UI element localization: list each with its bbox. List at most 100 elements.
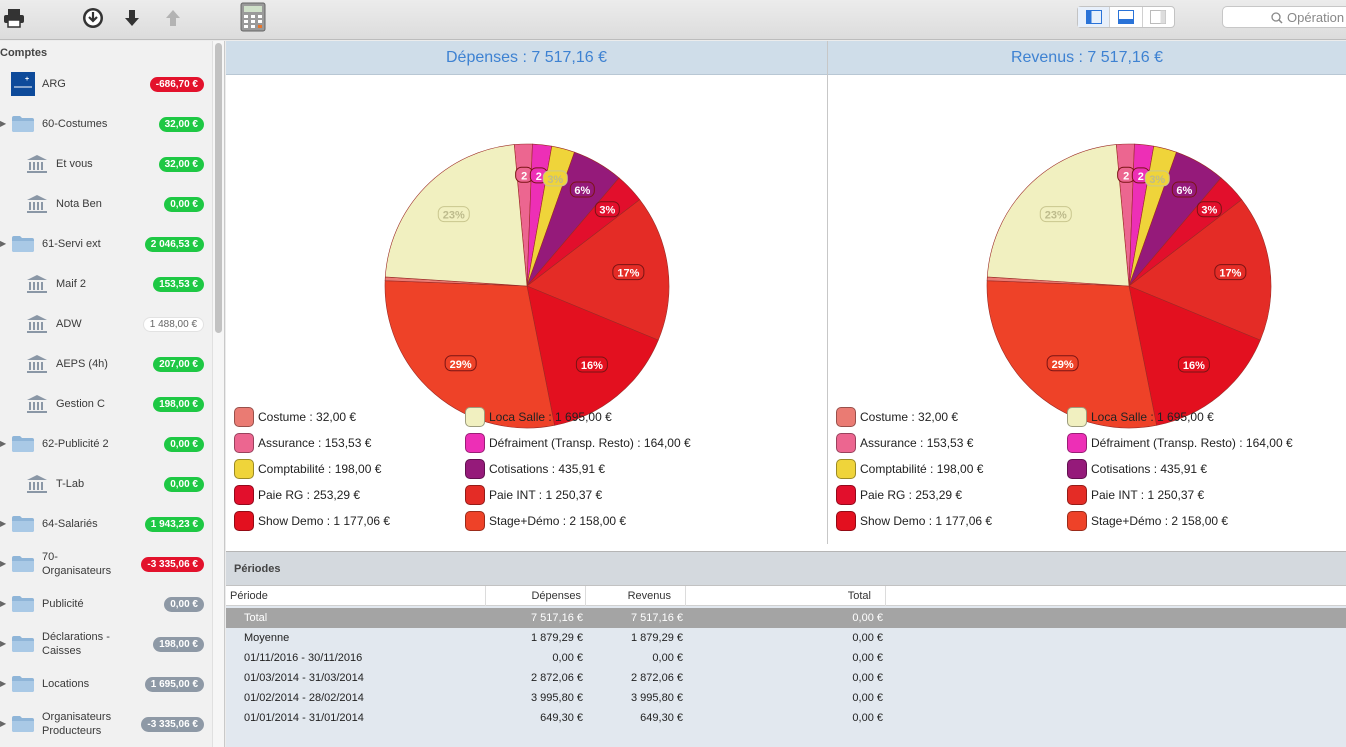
legend-label: Comptabilité : 198,00 € [258,462,382,476]
account-label: ADW [56,318,82,330]
pie-slice[interactable] [986,280,1157,429]
account-row[interactable]: ▶ Publicité 0,00 € [0,584,212,624]
legend-swatch [234,433,254,453]
column-header-periode[interactable]: Période [226,586,486,606]
bank-building-icon [24,392,50,416]
pie-label-bubble [1171,181,1197,198]
pie-label-bubble [437,206,470,223]
bank-building-icon [24,312,50,336]
search-input[interactable]: Opération [1222,6,1346,28]
legend-item[interactable]: Comptabilité : 198,00 € [234,459,381,479]
column-header-total[interactable]: Total [686,586,886,606]
scrollbar-thumb[interactable] [215,43,222,333]
arrow-down-icon[interactable] [122,6,142,30]
legend-item[interactable]: Paie INT : 1 250,37 € [465,485,602,505]
account-balance-badge: -3 335,06 € [141,557,204,572]
account-label: Locations [42,678,90,690]
disclosure-triangle-icon[interactable]: ▶ [0,599,7,608]
pie-slice[interactable] [1128,199,1272,341]
column-header-revenus[interactable]: Revenus [586,586,686,606]
table-row[interactable]: 01/11/2016 - 30/11/2016 0,00 € 0,00 € 0,00 … [226,648,1346,668]
account-row[interactable]: ▶ 60-Costumes 32,00 € [0,104,212,144]
legend-item[interactable]: Costume : 32,00 € [836,407,958,427]
pie-slice[interactable] [526,199,670,341]
pie-slice[interactable] [1128,285,1261,426]
account-row[interactable]: ▶ 61-Servi ext 2 046,53 € [0,224,212,264]
pie-label-bubble [542,170,568,187]
column-header-depenses[interactable]: Dépenses [486,586,586,606]
legend-swatch [465,459,485,479]
account-row[interactable]: T-Lab 0,00 € [0,464,212,504]
sidebar-scrollbar[interactable] [212,41,225,747]
inspector-view-icon[interactable] [1143,7,1174,27]
legend-item[interactable]: Stage+Démo : 2 158,00 € [1067,511,1228,531]
disclosure-triangle-icon[interactable]: ▶ [0,239,7,248]
account-balance-badge: 32,00 € [158,157,204,172]
legend-item[interactable]: Show Demo : 1 177,06 € [836,511,992,531]
disclosure-triangle-icon[interactable]: ▶ [0,639,7,648]
legend-item[interactable]: Paie INT : 1 250,37 € [1067,485,1204,505]
sidebar-view-icon[interactable] [1078,7,1111,27]
arrow-up-icon[interactable] [163,6,183,30]
legend-label: Loca Salle : 1 695,00 € [489,410,612,424]
table-row[interactable]: Moyenne 1 879,29 € 1 879,29 € 0,00 € [226,628,1346,648]
legend-swatch [465,407,485,427]
disclosure-triangle-icon[interactable]: ▶ [0,519,7,528]
legend-item[interactable]: Loca Salle : 1 695,00 € [465,407,612,427]
pie-percent-label: 23% [443,210,465,222]
legend-item[interactable]: Défraiment (Transp. Resto) : 164,00 € [465,433,691,453]
legend-item[interactable]: Paie RG : 253,29 € [836,485,962,505]
account-label: Organisateurs Producteurs [42,711,112,737]
legend-item[interactable]: Cotisations : 435,91 € [1067,459,1207,479]
bottom-panel-view-icon[interactable] [1110,7,1143,27]
calculator-icon[interactable] [239,1,267,33]
legend-item[interactable]: Loca Salle : 1 695,00 € [1067,407,1214,427]
account-row[interactable]: ▶ 64-Salariés 1 943,23 € [0,504,212,544]
account-label: Publicité [42,598,84,610]
table-cell: 0,00 € [852,632,883,644]
account-row[interactable]: + ARG -686,70 € [0,64,212,104]
disclosure-triangle-icon[interactable]: ▶ [0,439,7,448]
pie-slice[interactable] [384,280,555,429]
table-row[interactable]: 01/02/2014 - 28/02/2014 3 995,80 € 3 995,8… [226,688,1346,708]
account-row[interactable]: Gestion C 198,00 € [0,384,212,424]
disclosure-triangle-icon[interactable]: ▶ [0,119,7,128]
pie-slice[interactable] [526,285,659,426]
legend-item[interactable]: Assurance : 153,53 € [836,433,973,453]
legend-item[interactable]: Cotisations : 435,91 € [465,459,605,479]
legend-item[interactable]: Paie RG : 253,29 € [234,485,360,505]
account-row[interactable]: ▶ Organisateurs Producteurs -3 335,06 € [0,704,212,744]
account-row[interactable]: ▶ 62-Publicité 2 0,00 € [0,424,212,464]
download-circle-icon[interactable] [81,6,105,30]
legend-item[interactable]: Stage+Démo : 2 158,00 € [465,511,626,531]
account-row[interactable]: AEPS (4h) 207,00 € [0,344,212,384]
table-cell: 0,00 € [852,672,883,684]
disclosure-triangle-icon[interactable]: ▶ [0,679,7,688]
account-row[interactable]: Maif 2 153,53 € [0,264,212,304]
account-row[interactable]: ▶ Locations 1 695,00 € [0,664,212,704]
printer-icon[interactable] [2,6,26,30]
account-row[interactable]: Et vous 32,00 € [0,144,212,184]
legend-item[interactable]: Comptabilité : 198,00 € [836,459,983,479]
account-balance-badge: 207,00 € [153,357,204,372]
disclosure-triangle-icon[interactable]: ▶ [0,719,7,728]
total-row[interactable]: Total 7 517,16 € 7 517,16 € 0,00 € [226,608,1346,628]
accounts-sidebar: Comptes + ARG -686,70 € ▶ 60-Costumes 32,00 €… [0,41,212,747]
account-row[interactable]: ▶ Déclarations - Caisses 198,00 € [0,624,212,664]
table-row[interactable]: 01/01/2014 - 31/01/2014 649,30 € 649,30 € 0… [226,708,1346,728]
legend-swatch [234,459,254,479]
table-row[interactable]: 01/03/2014 - 31/03/2014 2 872,06 € 2 872,0… [226,668,1346,688]
legend-item[interactable]: Défraiment (Transp. Resto) : 164,00 € [1067,433,1293,453]
account-row[interactable]: Nota Ben 0,00 € [0,184,212,224]
table-cell: 01/11/2016 - 30/11/2016 [244,652,363,664]
sidebar-header: Comptes [0,47,48,59]
account-row[interactable]: ADW 1 488,00 € [0,304,212,344]
chart-divider[interactable] [827,41,828,544]
legend-item[interactable]: Costume : 32,00 € [234,407,356,427]
table-cell: 7 517,16 € [631,612,683,624]
legend-item[interactable]: Assurance : 153,53 € [234,433,371,453]
legend-item[interactable]: Show Demo : 1 177,06 € [234,511,390,531]
account-row[interactable]: ▶ 70- Organisateurs -3 335,06 € [0,544,212,584]
disclosure-triangle-icon[interactable]: ▶ [0,559,7,568]
bank-building-icon [24,472,50,496]
